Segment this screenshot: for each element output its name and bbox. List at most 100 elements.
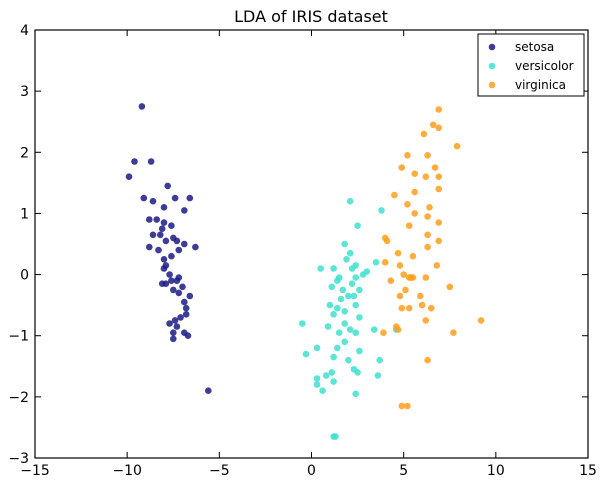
scatter-marks (125, 103, 485, 440)
legend-label-setosa: setosa (515, 40, 554, 54)
point-setosa (186, 194, 194, 202)
point-setosa (192, 243, 199, 251)
point-versicolor (334, 277, 341, 285)
point-setosa (160, 204, 168, 211)
y-tick-label: 0 (20, 268, 29, 284)
point-versicolor (339, 286, 347, 294)
point-versicolor (348, 280, 356, 288)
point-virginica (428, 304, 435, 312)
point-setosa (182, 311, 190, 318)
point-virginica (426, 204, 433, 211)
y-tick-label: −2 (8, 390, 29, 406)
y-tick-label: 4 (20, 23, 29, 39)
point-setosa (181, 240, 188, 248)
point-setosa (160, 219, 168, 226)
point-setosa (170, 329, 177, 337)
point-virginica (450, 329, 457, 337)
point-setosa (149, 231, 157, 239)
point-virginica (409, 274, 417, 281)
point-setosa (125, 173, 133, 180)
point-virginica (422, 173, 430, 180)
point-virginica (411, 210, 419, 217)
y-tick-label: −1 (8, 329, 29, 345)
x-tick-label: 5 (399, 463, 408, 479)
point-setosa (166, 320, 173, 327)
point-virginica (411, 170, 419, 177)
point-setosa (158, 225, 166, 232)
point-virginica (433, 262, 441, 269)
point-virginica (418, 301, 426, 309)
point-virginica (422, 317, 430, 324)
legend: setosa versicolor virginica (477, 33, 585, 97)
point-setosa (146, 216, 153, 223)
point-versicolor (324, 323, 332, 330)
point-virginica (396, 262, 404, 269)
point-versicolor (348, 265, 356, 272)
point-versicolor (330, 311, 337, 318)
point-versicolor (346, 249, 354, 257)
point-setosa (175, 289, 183, 297)
point-versicolor (330, 378, 337, 385)
point-setosa (175, 246, 183, 254)
point-virginica (381, 259, 389, 266)
point-virginica (409, 252, 417, 260)
point-versicolor (352, 301, 360, 309)
point-setosa (170, 286, 177, 294)
point-virginica (405, 222, 413, 229)
point-virginica (398, 402, 406, 410)
point-setosa (171, 317, 179, 324)
point-setosa (155, 246, 162, 254)
point-versicolor (370, 326, 378, 333)
legend-marker-virginica (488, 81, 496, 89)
point-versicolor (345, 356, 352, 364)
point-versicolor (332, 433, 339, 440)
point-virginica (422, 274, 430, 281)
point-virginica (435, 173, 443, 180)
y-tick-label: 1 (20, 206, 29, 222)
point-virginica (435, 237, 443, 245)
point-virginica (404, 402, 411, 410)
point-setosa (166, 271, 173, 278)
point-setosa (173, 237, 181, 245)
point-setosa (179, 283, 186, 291)
point-setosa (181, 298, 188, 306)
point-virginica (431, 164, 439, 171)
point-setosa (168, 252, 175, 260)
point-virginica (453, 142, 461, 150)
point-versicolor (334, 344, 341, 352)
point-virginica (405, 304, 413, 312)
point-versicolor (372, 259, 380, 266)
point-versicolor (313, 375, 321, 382)
point-virginica (424, 152, 431, 159)
point-versicolor (356, 286, 363, 294)
point-setosa (153, 216, 160, 223)
point-versicolor (343, 255, 350, 263)
y-tick-label: −3 (8, 451, 29, 467)
point-versicolor (328, 369, 336, 376)
point-versicolor (317, 265, 325, 272)
point-setosa (149, 197, 157, 205)
point-virginica (402, 286, 409, 294)
point-versicolor (345, 292, 352, 300)
point-setosa (160, 255, 168, 263)
point-versicolor (352, 390, 360, 398)
point-setosa (168, 277, 175, 285)
point-versicolor (328, 283, 336, 291)
point-virginica (417, 292, 424, 300)
x-tick-label: −5 (209, 463, 230, 479)
point-versicolor (346, 326, 354, 333)
point-virginica (404, 201, 411, 208)
point-versicolor (322, 372, 330, 379)
point-virginica (398, 304, 406, 312)
point-virginica (394, 326, 402, 333)
point-setosa (170, 335, 177, 343)
point-setosa (147, 158, 155, 165)
point-versicolor (313, 344, 321, 352)
point-setosa (157, 231, 164, 239)
point-versicolor (359, 271, 367, 278)
point-versicolor (313, 381, 321, 388)
point-versicolor (346, 197, 354, 205)
point-virginica (411, 188, 419, 196)
point-virginica (435, 219, 443, 226)
point-setosa (205, 387, 212, 395)
